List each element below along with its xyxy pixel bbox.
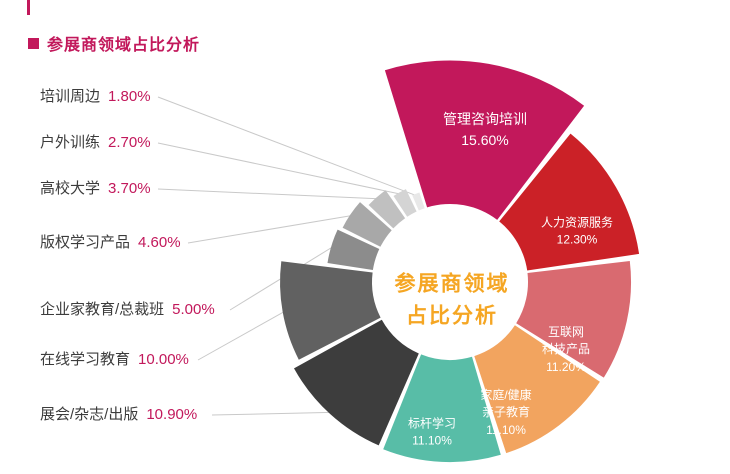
donut-slice: [327, 229, 380, 270]
leader-line: [187, 215, 353, 244]
donut-center-label: 参展商领域 占比分析: [395, 269, 510, 332]
donut-slice: [384, 60, 585, 220]
donut-slice: [280, 261, 381, 360]
donut-slice: [342, 202, 392, 247]
leader-line: [211, 411, 332, 416]
chart-title-row: 参展商领域占比分析: [28, 31, 200, 55]
donut-slice: [499, 133, 640, 271]
page-title: 参展商领域占比分析: [47, 37, 201, 54]
donut-center-label-line1: 参展商领域: [394, 272, 510, 296]
corner-tick-decoration: [27, 0, 30, 15]
title-bullet-square-icon: [28, 37, 39, 49]
donut-slice: [412, 192, 425, 211]
leader-line: [197, 310, 285, 361]
leader-line: [157, 188, 379, 200]
donut-slice: [383, 354, 501, 463]
donut-slice: [294, 319, 419, 446]
donut-slice: [368, 190, 406, 229]
donut-center-label-line2: 占比分析: [406, 304, 498, 327]
leader-line: [157, 96, 417, 197]
leader-line: [157, 142, 401, 195]
donut-slice: [393, 189, 417, 217]
donut-slice: [516, 261, 632, 378]
donut-slice: [474, 325, 600, 454]
